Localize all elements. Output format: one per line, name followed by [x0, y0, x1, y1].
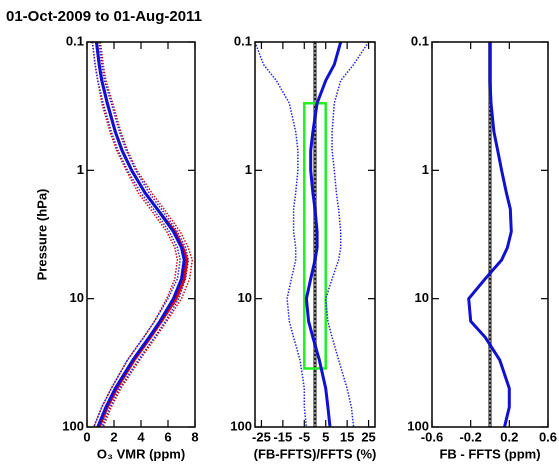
profile-line — [95, 42, 186, 427]
y-tick-label: 0.1 — [234, 33, 252, 48]
y-tick-label: 10 — [415, 290, 429, 305]
y-tick-label: 0.1 — [66, 33, 84, 48]
x-axis-label: FB - FFTS (ppm) — [439, 446, 540, 461]
y-tick-label: 1 — [77, 162, 84, 177]
y-tick-label: 10 — [70, 290, 84, 305]
x-tick-label: 4 — [137, 429, 145, 444]
highlight-box — [303, 101, 327, 370]
x-tick-label: -0.2 — [459, 429, 481, 444]
plot-frame — [86, 41, 196, 428]
y-tick-label: 1 — [422, 162, 429, 177]
x-tick-label: -15 — [273, 429, 292, 444]
x-tick-label: 25 — [361, 429, 375, 444]
x-tick-label: 5 — [322, 429, 329, 444]
plot-area — [91, 42, 194, 427]
profile-line — [304, 42, 343, 427]
x-tick-label: 15 — [340, 429, 354, 444]
y-tick-label: 1 — [245, 162, 252, 177]
x-tick-label: -25 — [252, 429, 271, 444]
y-tick-label: 0.1 — [411, 33, 429, 48]
x-tick-label: 0.6 — [539, 429, 557, 444]
profile-line — [98, 42, 190, 427]
profile-line — [91, 42, 181, 427]
profile-line — [467, 42, 513, 427]
profile-line — [255, 42, 308, 427]
y-tick-label: 100 — [407, 418, 429, 433]
y-tick-label: 10 — [238, 290, 252, 305]
profile-line — [324, 42, 370, 427]
x-axis-label: (FB-FFTS)/FFTS (%) — [254, 446, 377, 461]
y-tick-label: 100 — [62, 418, 84, 433]
plot-frame — [254, 41, 376, 428]
x-tick-label: 2 — [110, 429, 117, 444]
x-tick-label: -0.6 — [421, 429, 443, 444]
plot-area — [255, 42, 370, 427]
y-axis-label: Pressure (hPa) — [34, 189, 49, 281]
x-tick-label: 6 — [164, 429, 171, 444]
x-tick-label: 0 — [83, 429, 90, 444]
x-tick-label: -5 — [299, 429, 311, 444]
x-axis-label: O₃ VMR (ppm) — [97, 446, 185, 461]
plot-frame — [431, 41, 549, 428]
x-tick-label: 8 — [191, 429, 198, 444]
x-tick-label: 0.2 — [500, 429, 518, 444]
plot-area — [467, 42, 513, 427]
chart-title: 01-Oct-2009 to 01-Aug-2011 — [6, 8, 202, 25]
y-tick-label: 100 — [230, 418, 252, 433]
